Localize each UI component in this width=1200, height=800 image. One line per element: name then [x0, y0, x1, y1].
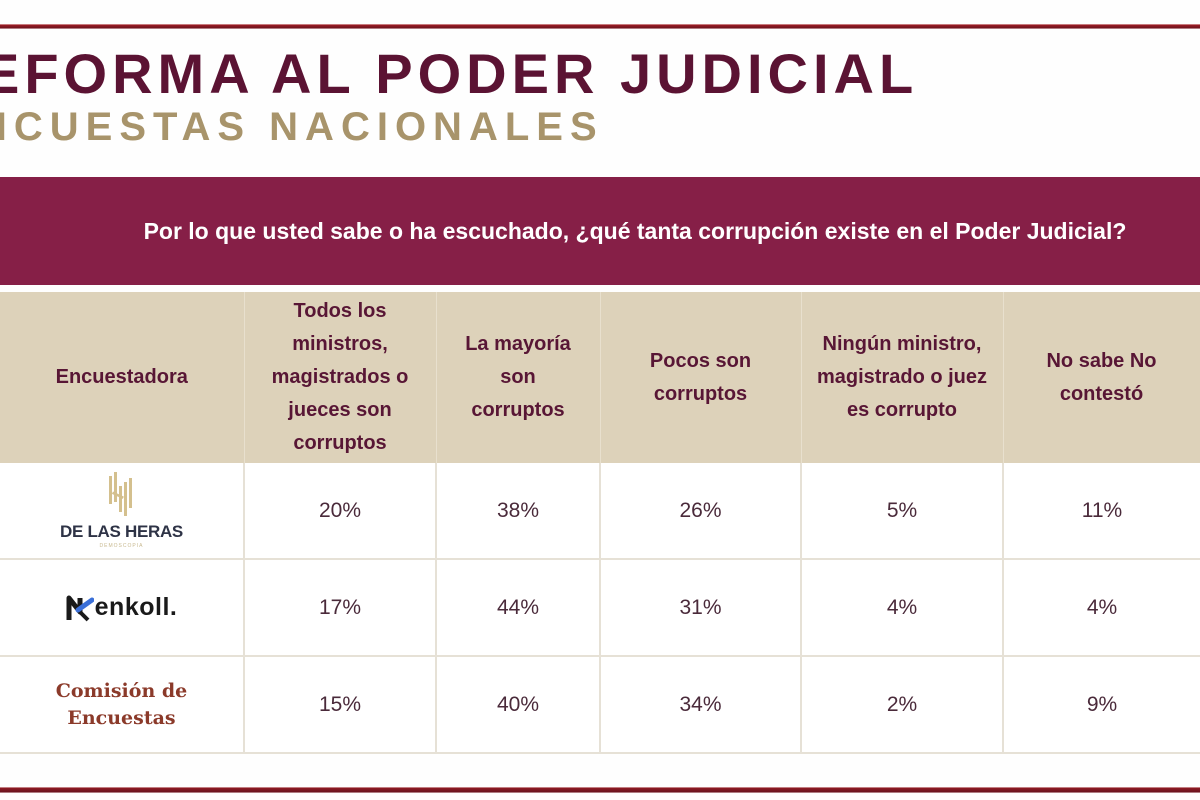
- column-header-pollster: Encuestadora: [0, 292, 245, 463]
- header-row: Encuestadora Todos los ministros, magist…: [0, 292, 1200, 463]
- question-band: Por lo que usted sabe o ha escuchado, ¿q…: [0, 177, 1200, 285]
- value-cell: 40%: [436, 656, 601, 754]
- comision-de-encuestas-logo: Comisión de Encuestas: [1, 678, 242, 732]
- value-cell: 44%: [436, 559, 601, 657]
- table-row: Comisión de Encuestas 15% 40% 34% 2% 9%: [0, 656, 1200, 754]
- enkoll-logo: enkoll.: [1, 593, 242, 622]
- heras-tagline: DEMOSCOPIA: [99, 543, 144, 549]
- page-title: EFORMA AL PODER JUDICIAL: [0, 42, 919, 105]
- pollster-cell: Comisión de Encuestas: [0, 656, 245, 754]
- pollster-cell: enkoll.: [0, 559, 245, 657]
- value-cell: 20%: [244, 463, 437, 560]
- column-header-no-answer: No sabe No contestó: [1003, 292, 1200, 463]
- table-row: DE LAS HERAS DEMOSCOPIA 20% 38% 26% 5% 1…: [0, 463, 1200, 560]
- results-table: Encuestadora Todos los ministros, magist…: [0, 292, 1200, 754]
- comision-line-2: Encuestas: [67, 706, 176, 729]
- column-header-none-corrupt: Ningún ministro, magistrado o juez es co…: [801, 292, 1004, 463]
- value-cell: 26%: [600, 463, 802, 560]
- value-cell: 15%: [244, 656, 437, 754]
- value-cell: 4%: [801, 559, 1004, 657]
- value-cell: 38%: [436, 463, 601, 560]
- column-header-few-corrupt: Pocos son corruptos: [600, 292, 802, 463]
- comision-line-1: Comisión de: [55, 679, 188, 702]
- column-header-majority-corrupt: La mayoría son corruptos: [436, 292, 601, 463]
- value-cell: 11%: [1003, 463, 1200, 560]
- heras-building-icon: [108, 472, 132, 516]
- bottom-rule: [0, 787, 1200, 793]
- de-las-heras-logo: DE LAS HERAS DEMOSCOPIA: [1, 472, 242, 549]
- value-cell: 4%: [1003, 559, 1200, 657]
- value-cell: 31%: [600, 559, 802, 657]
- survey-question: Por lo que usted sabe o ha escuchado, ¿q…: [143, 218, 1127, 244]
- enkoll-n-icon: [66, 595, 94, 621]
- value-cell: 9%: [1003, 656, 1200, 754]
- top-rule: [0, 24, 1200, 29]
- pollster-cell: DE LAS HERAS DEMOSCOPIA: [0, 463, 245, 560]
- value-cell: 17%: [244, 559, 437, 657]
- page-subtitle: NCUESTAS NACIONALES: [0, 105, 604, 149]
- table-row: enkoll. 17% 44% 31% 4% 4%: [0, 559, 1200, 657]
- enkoll-name: enkoll.: [94, 593, 178, 621]
- value-cell: 5%: [801, 463, 1004, 560]
- value-cell: 34%: [600, 656, 802, 754]
- column-header-all-corrupt: Todos los ministros, magistrados o juece…: [244, 292, 437, 463]
- value-cell: 2%: [801, 656, 1004, 754]
- heras-name: DE LAS HERAS: [60, 522, 183, 541]
